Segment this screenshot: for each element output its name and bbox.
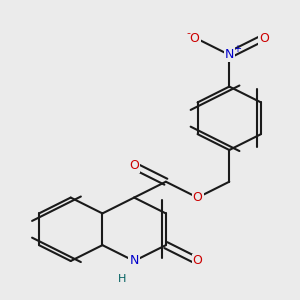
Text: O: O [259, 32, 269, 46]
Text: H: H [118, 274, 126, 284]
Text: -: - [187, 28, 190, 38]
Text: O: O [190, 32, 200, 46]
Text: O: O [193, 191, 202, 204]
Text: O: O [193, 254, 202, 268]
Text: O: O [129, 159, 139, 172]
Text: N: N [130, 254, 139, 268]
Text: +: + [233, 44, 241, 54]
Text: N: N [225, 48, 234, 62]
